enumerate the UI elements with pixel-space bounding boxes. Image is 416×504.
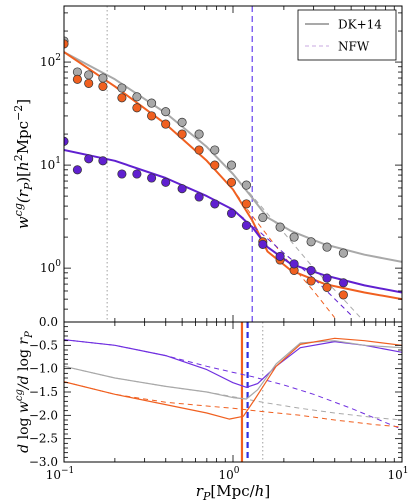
top-point-2-4 [117,169,127,179]
top-model-line-1 [64,51,402,301]
top-point-2-9 [194,192,204,202]
top-model-line-2 [64,149,402,294]
top-model-line-0 [64,51,402,263]
top-point-0-4 [117,83,127,93]
top-point-1-11 [226,177,237,187]
legend-box [297,9,397,61]
top-point-2-8 [177,184,187,194]
top-point-1-2 [84,78,94,88]
top-point-2-15 [289,259,299,269]
top-point-0-18 [338,248,348,258]
bottom-panel: 0.0 −0.5 −1.0 −1.5 −2.0 −2.5 −3.010−1 100 101 d … [14,315,409,503]
legend-label-nfw: NFW [338,40,370,54]
top-point-2-0 [64,136,69,146]
top-ytick-label-2: 102 [40,53,61,69]
top-point-1-6 [147,111,157,121]
top-point-1-16 [306,276,316,286]
top-point-0-12 [241,180,251,190]
bottom-ytick-label-1: −0.5 [29,338,58,352]
top-point-1-9 [194,145,204,155]
top-point-1-1 [72,74,82,84]
top-point-0-11 [226,160,237,170]
top-point-2-12 [241,220,251,230]
bottom-ytick-label-6: −3.0 [29,455,58,469]
legend: DK+14 NFW [297,9,397,61]
xtick-label-2: 101 [387,466,408,482]
top-ytick-label-0: 100 [40,259,61,275]
bottom-vertical-lines [240,322,264,462]
top-nfw-line-1 [64,51,336,319]
xtick-label-1: 100 [218,466,239,482]
top-point-1-0 [64,39,69,49]
top-point-2-14 [275,251,285,261]
top-point-2-2 [84,154,94,164]
legend-label-dk14: DK+14 [338,18,382,32]
bottom-nfw-line-1 [64,365,402,421]
bottom-ytick-label-3: −1.5 [29,385,58,399]
top-point-2-6 [147,173,157,183]
bottom-model-line-2 [64,337,402,420]
top-point-0-8 [177,117,187,127]
top-point-1-17 [322,282,332,292]
top-point-0-16 [306,237,316,247]
bottom-axis-ticks: 0.0 −0.5 −1.0 −1.5 −2.0 −2.5 −3.010−1 100 101 [29,315,409,482]
top-ytick-label-1: 101 [40,156,61,172]
bottom-ytick-label-5: −2.5 [29,432,58,446]
top-point-2-5 [132,169,142,179]
top-point-2-16 [306,265,316,275]
top-point-2-7 [161,177,171,187]
bottom-ytick-label-0: 0.0 [39,315,58,329]
top-point-1-7 [161,119,171,129]
top-point-2-11 [226,208,237,218]
top-point-0-17 [322,242,332,252]
bottom-nfw-line-0 [64,339,402,430]
bottom-model-line-0 [64,339,402,388]
top-point-2-17 [322,273,332,283]
top-axis-ticks: 100 101 102 [40,6,402,323]
bottom-y-axis-label: d log wcg/d log rP [14,331,35,453]
top-series-group [64,36,402,322]
top-point-0-10 [210,145,220,155]
top-point-0-15 [289,232,299,242]
top-point-0-7 [161,107,171,117]
top-point-2-1 [72,165,82,175]
top-point-2-18 [338,278,348,288]
top-point-1-12 [241,199,251,209]
bottom-series-group [64,337,402,430]
bottom-nfw-line-2 [64,381,402,428]
bottom-ytick-label-4: −2.0 [29,408,58,422]
top-point-1-4 [117,93,127,103]
xtick-label-0: 10−1 [46,466,75,482]
top-point-1-10 [210,160,220,170]
top-point-0-14 [275,222,285,232]
top-y-axis-label: wcg(rP)[h2Mpc−2] [12,99,35,229]
top-point-2-13 [258,239,268,249]
top-point-0-9 [194,129,204,139]
top-point-2-10 [210,199,220,209]
bottom-ytick-label-2: −1.0 [29,362,58,376]
top-point-1-5 [132,103,142,113]
top-point-1-3 [98,81,108,91]
top-point-1-8 [177,129,187,139]
top-point-0-3 [98,73,108,83]
top-point-1-18 [338,290,348,300]
top-vertical-lines [106,6,253,322]
top-point-0-6 [147,98,157,108]
x-axis-label: rP[Mpc/h] [196,482,270,503]
top-panel: 100 101 102 DK+14 NFW wcg(rP)[h2Mpc−2] [12,5,403,323]
top-point-0-13 [258,212,268,223]
top-point-2-3 [98,156,108,166]
top-point-0-2 [84,70,94,80]
top-point-0-5 [132,92,142,102]
bottom-plot-frame [63,321,403,463]
bottom-model-line-1 [64,340,402,400]
